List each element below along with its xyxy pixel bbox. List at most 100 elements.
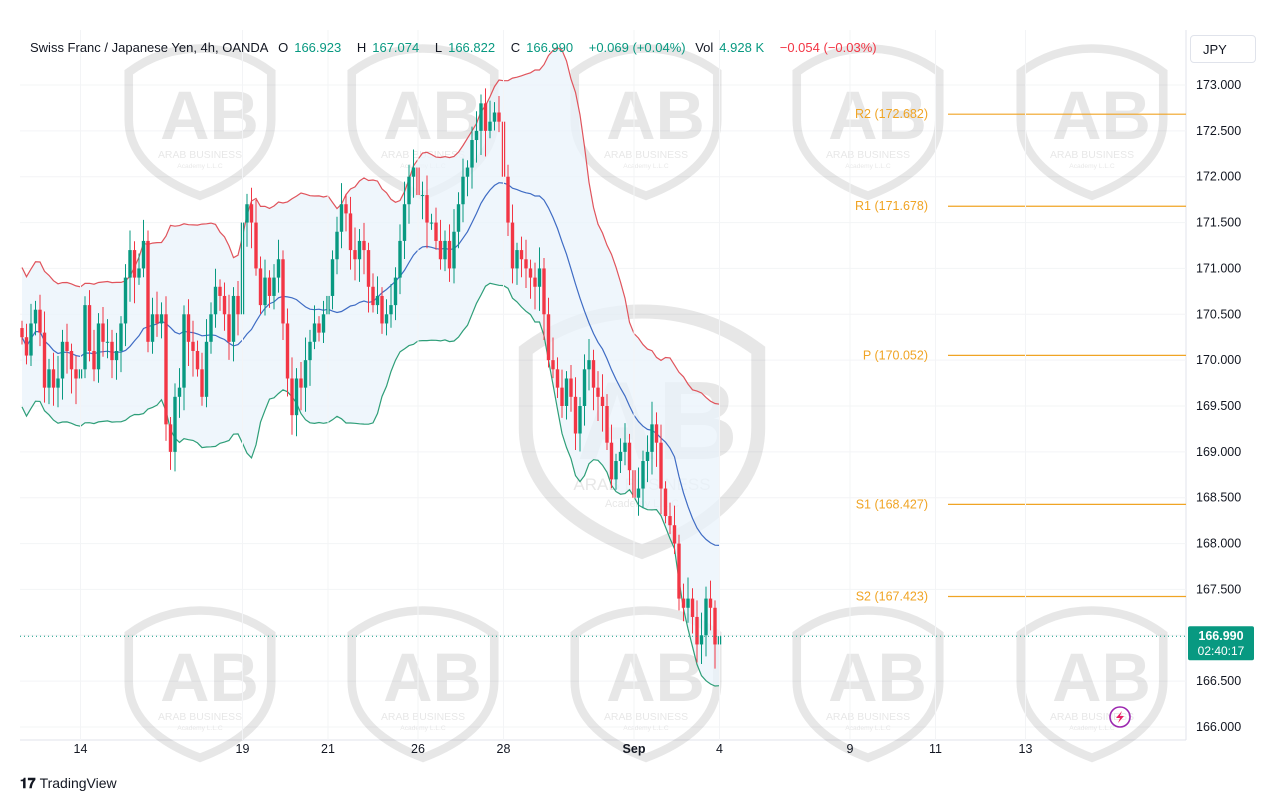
candle-body xyxy=(258,268,263,306)
candle-body xyxy=(281,259,285,324)
candle-body xyxy=(470,140,474,168)
candle-body xyxy=(366,250,371,287)
candle-body xyxy=(569,378,573,397)
candle-body xyxy=(623,442,627,452)
candle-body xyxy=(447,240,452,269)
y-tick-label: 168.000 xyxy=(1196,537,1241,551)
candle-body xyxy=(285,323,290,379)
candle-body xyxy=(560,387,564,406)
candle-body xyxy=(506,176,510,223)
candle-body xyxy=(267,277,272,296)
watermark-ab: AB xyxy=(160,78,259,154)
candle-body xyxy=(713,607,717,645)
candle-body xyxy=(128,250,132,278)
candle-body xyxy=(83,305,87,370)
watermark-text: ARAB BUSINESS xyxy=(381,712,465,723)
candle-body xyxy=(546,314,551,361)
candle-body xyxy=(650,424,654,452)
candle-body xyxy=(60,341,65,379)
candle-body xyxy=(695,616,699,645)
candle-body xyxy=(438,240,443,260)
legend-volume: Vol 4.928 K xyxy=(695,40,765,55)
watermark-ab: AB xyxy=(606,78,705,154)
candle-body xyxy=(231,295,236,342)
x-tick-label: 21 xyxy=(321,742,335,756)
tradingview-logo[interactable]: 𝟏𝟕 TradingView xyxy=(20,775,117,792)
candle-body xyxy=(47,369,51,388)
candle-body xyxy=(389,305,393,315)
candle-body xyxy=(218,286,222,296)
candle-body xyxy=(195,350,200,370)
candle-body xyxy=(276,259,281,278)
candle-body xyxy=(398,240,402,278)
candle-body xyxy=(533,277,537,287)
candle-body xyxy=(681,598,686,608)
candle-body xyxy=(483,103,488,131)
candle-body xyxy=(555,369,560,388)
watermark-text: ARAB BUSINESS xyxy=(826,712,910,723)
y-tick-label: 173.000 xyxy=(1196,78,1241,92)
candle-body xyxy=(87,305,92,351)
tv-logo-icon: 𝟏𝟕 xyxy=(20,775,36,791)
candle-body xyxy=(164,314,168,425)
candle-body xyxy=(137,268,141,278)
candle-body xyxy=(614,461,618,480)
legend-high: H 167.074 xyxy=(356,40,420,55)
candle-body xyxy=(177,387,182,397)
candle-body xyxy=(402,204,407,241)
candle-body xyxy=(627,442,632,471)
x-tick-label: 14 xyxy=(74,742,88,756)
candle-body xyxy=(411,167,416,177)
candle-body xyxy=(299,378,303,388)
candle-body xyxy=(461,176,465,205)
pivot-label: S1 (168.427) xyxy=(856,497,928,511)
y-tick-label: 166.000 xyxy=(1196,720,1241,734)
y-tick-label: 167.500 xyxy=(1196,582,1241,596)
candle-body xyxy=(537,268,542,287)
legend-open: O 166.923 xyxy=(278,40,342,55)
candle-body xyxy=(384,314,389,324)
pivot-label: R2 (172.682) xyxy=(855,107,928,121)
candle-body xyxy=(56,378,60,388)
watermark-ab: AB xyxy=(1052,78,1151,154)
candle-body xyxy=(236,295,240,315)
candle-body xyxy=(141,240,146,269)
candle-body xyxy=(609,442,614,480)
bollinger-lower-line xyxy=(21,282,720,687)
y-tick-label: 171.500 xyxy=(1196,216,1241,230)
candle-body xyxy=(245,204,249,223)
candle-body xyxy=(600,396,605,406)
candle-body xyxy=(362,240,366,251)
candle-body xyxy=(96,323,101,370)
candle-body xyxy=(672,525,677,544)
y-tick-label: 169.500 xyxy=(1196,399,1241,413)
candle-body xyxy=(344,204,348,214)
lightning-icon[interactable] xyxy=(1109,706,1131,728)
candle-body xyxy=(51,369,56,388)
watermark-text: ARAB BUSINESS xyxy=(1050,150,1134,161)
candle-body xyxy=(114,350,119,361)
candle-body xyxy=(263,277,267,306)
candle-body xyxy=(74,369,78,379)
candle-body xyxy=(159,314,164,324)
watermark-ab: AB xyxy=(828,78,927,154)
candle-body xyxy=(479,103,483,131)
candle-body xyxy=(434,222,438,241)
candle-body xyxy=(497,112,501,122)
currency-button[interactable]: JPY xyxy=(1190,35,1256,63)
candle-body xyxy=(123,277,128,324)
bollinger-fill xyxy=(22,47,720,687)
candle-body xyxy=(272,277,276,296)
candle-body xyxy=(618,451,623,462)
candle-body xyxy=(312,323,317,342)
x-tick-label: 19 xyxy=(236,742,250,756)
candle-body xyxy=(524,259,528,269)
candle-body xyxy=(510,222,515,269)
candle-body xyxy=(24,337,29,356)
candle-body xyxy=(150,314,155,342)
candle-body xyxy=(542,268,546,315)
